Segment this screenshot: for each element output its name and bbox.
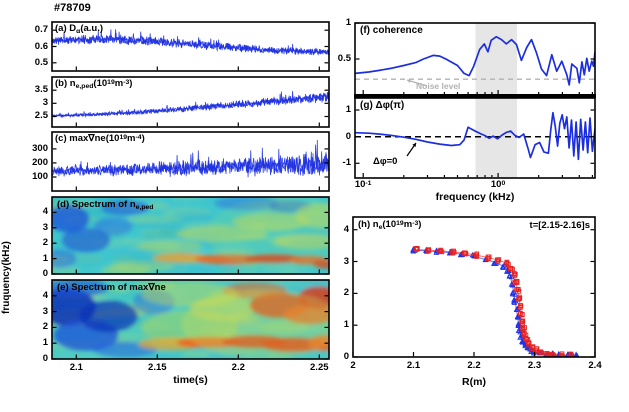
- noise-level-label: Noise level: [416, 81, 461, 91]
- tick-label: 0.5: [34, 56, 48, 68]
- tick-label: 10-1: [354, 179, 372, 190]
- tick-label: 300: [32, 142, 48, 154]
- tick-label: 2.15: [148, 362, 167, 373]
- tick-label: 0: [343, 351, 349, 362]
- panel-f-title: (f) coherence: [360, 25, 423, 36]
- time-window-label: t=[2.15-2.16]s: [529, 220, 590, 231]
- tick-label: 2: [42, 321, 48, 333]
- panel-b-title: (b) ne,ped(1019m-3): [55, 78, 133, 90]
- panel-h-title: (h) ne(1019m-3): [358, 219, 422, 231]
- tick-label: 0: [42, 353, 48, 364]
- tick-label: -1: [342, 157, 351, 169]
- tick-label: 2.25: [310, 362, 329, 373]
- time-axis-label: time(s): [173, 374, 208, 386]
- tick-label: 0.6: [34, 40, 48, 52]
- tick-label: 3.5: [34, 84, 48, 96]
- tick-label: 4: [42, 289, 48, 301]
- tick-label: 1: [345, 104, 351, 115]
- tick-label: 1: [42, 337, 48, 349]
- tick-label: 0.7: [34, 24, 48, 36]
- tick-label: 3: [343, 255, 349, 267]
- panel-a-title: (a) Dα(a.u.): [55, 23, 104, 35]
- tick-label: 2.3: [527, 360, 542, 371]
- figure-title: #78709: [54, 2, 91, 14]
- tick-label: 100: [490, 179, 506, 190]
- panel-d-title: (d) Spectrum of ne,ped: [57, 199, 154, 211]
- panel-g-title: (g) Δφ(π): [360, 100, 405, 111]
- panel-e-title: (e) Spectrum of max∇ne: [57, 282, 166, 293]
- tick-label: 2.4: [588, 360, 602, 371]
- panel-c-title: (c) max∇ne(1019m-4): [55, 133, 145, 144]
- frequency-axis-label-right: frequency (kHz): [435, 191, 515, 203]
- tick-label: 200: [32, 156, 48, 168]
- tick-label: 1: [343, 319, 349, 331]
- tick-label: 1: [345, 17, 351, 28]
- tick-label: 1: [42, 252, 48, 264]
- tick-label: 2.2: [467, 360, 481, 371]
- tick-label: 2.1: [69, 362, 83, 373]
- tick-label: 4: [42, 206, 48, 218]
- tick-label: 0: [42, 268, 48, 279]
- radius-axis-label: R(m): [462, 376, 486, 388]
- tick-label: 3: [42, 97, 48, 109]
- dphi-zero-label: Δφ=0: [373, 156, 398, 167]
- tick-label: 2.2: [231, 362, 245, 373]
- tick-label: 0: [345, 130, 351, 142]
- tick-label: 3: [42, 305, 48, 317]
- tick-label: 2: [343, 287, 349, 299]
- tick-label: 100: [32, 170, 48, 182]
- tick-label: 2: [42, 237, 48, 249]
- tick-label: 4: [343, 223, 349, 235]
- tick-label: 2: [350, 360, 356, 371]
- tick-label: 3: [42, 221, 48, 233]
- tick-label: 2.1: [406, 360, 421, 371]
- tick-label: 0.5: [337, 53, 351, 64]
- tick-label: 2.5: [34, 110, 48, 122]
